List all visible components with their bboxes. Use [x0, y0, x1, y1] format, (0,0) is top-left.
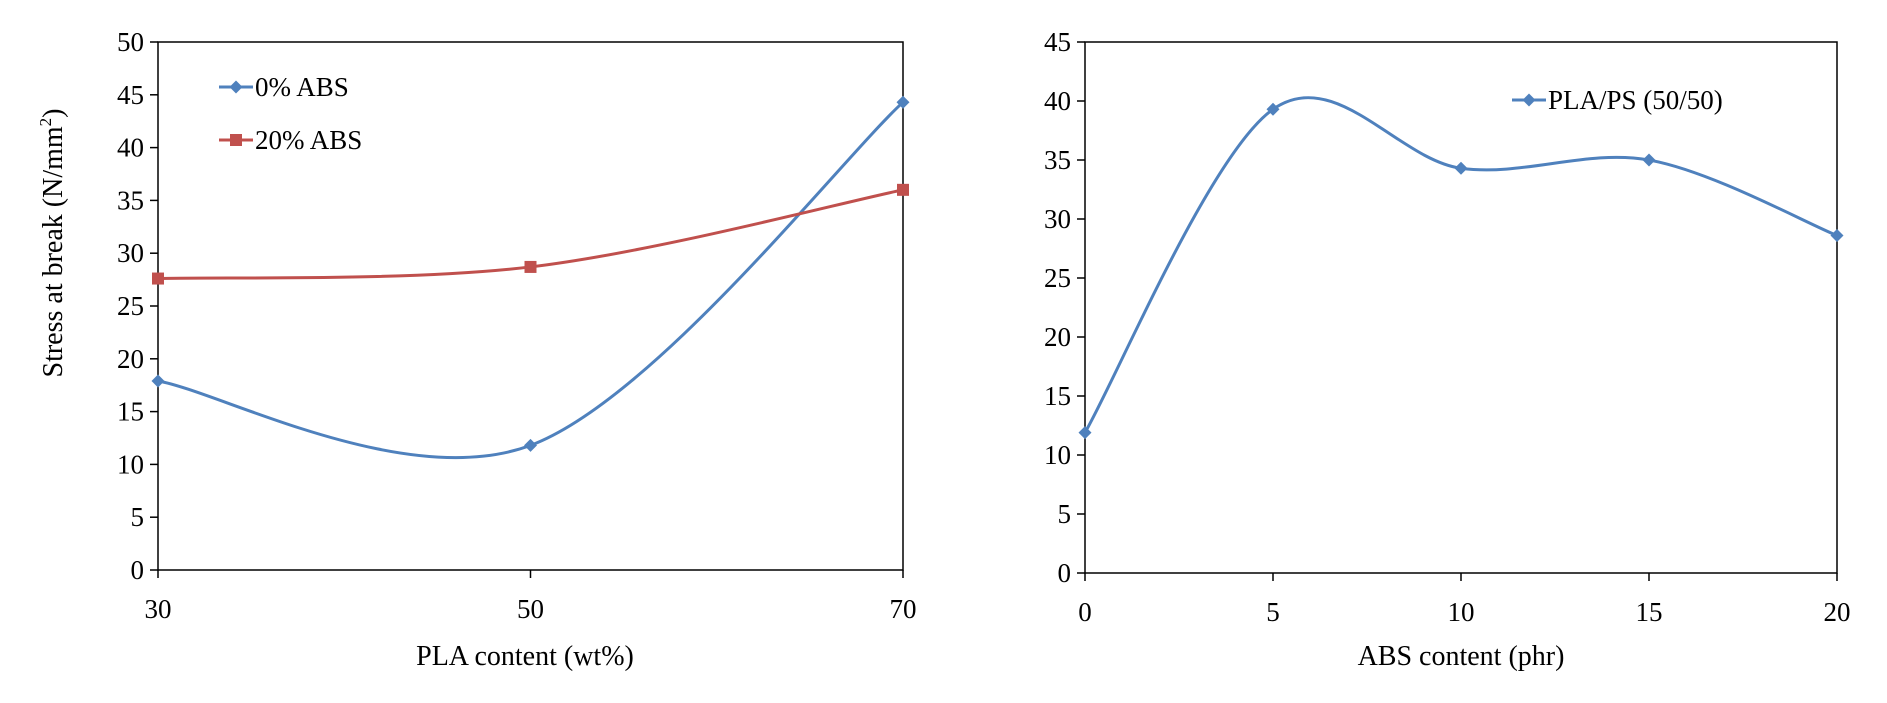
chart1-x-tick-label: 50 — [517, 594, 544, 624]
chart1-x-tick-label: 70 — [890, 594, 917, 624]
chart2-y-tick-label: 10 — [1044, 440, 1071, 470]
chart1-y-tick-label: 0 — [131, 555, 145, 585]
chart1-data-point — [896, 95, 910, 109]
chart2-data-point — [1642, 153, 1656, 167]
chart2-y-tick-label: 40 — [1044, 86, 1071, 116]
chart1-plot-frame — [157, 41, 904, 571]
chart1-y-tick-label: 5 — [131, 502, 145, 532]
chart2-y-tick-label: 25 — [1044, 263, 1071, 293]
chart2-plot-frame — [1084, 41, 1838, 574]
chart1-y-tick-label: 40 — [117, 133, 144, 163]
chart1-y-axis-title: Stress at break (N/mm2) — [36, 109, 69, 378]
chart2-legend-label: PLA/PS (50/50) — [1548, 85, 1723, 115]
chart2-x-tick-label: 20 — [1824, 597, 1851, 627]
chart1-x-tick-label: 30 — [145, 594, 172, 624]
chart2-x-axis-title: ABS content (phr) — [1358, 641, 1565, 672]
chart2-y-tick-label: 0 — [1058, 558, 1072, 588]
chart1-data-point — [151, 374, 165, 388]
chart1-x-axis-title: PLA content (wt%) — [416, 641, 634, 672]
chart1-y-tick-label: 30 — [117, 238, 144, 268]
chart1-y-axis-title-superscript: 2 — [36, 118, 55, 127]
chart1-y-tick-label: 25 — [117, 291, 144, 321]
chart2-y-tick-label: 30 — [1044, 204, 1071, 234]
chart-stress-vs-abs-content: 0 5 10 15 20 25 30 35 40 45 0 5 10 15 20 PLA/PS (50/50) — [1044, 27, 1851, 627]
chart2-y-tick-label: 45 — [1044, 27, 1071, 57]
chart2-x-tick-label: 0 — [1078, 597, 1092, 627]
chart2-y-tick-label: 15 — [1044, 381, 1071, 411]
chart2-x-tick-label: 10 — [1448, 597, 1475, 627]
chart2-series-line — [1083, 96, 1838, 434]
chart2-data-point — [1078, 426, 1092, 440]
chart2-data-point — [1830, 229, 1844, 243]
chart2-data-point — [1454, 161, 1468, 175]
chart1-y-tick-label: 45 — [117, 80, 144, 110]
chart1-y-tick-label: 10 — [117, 449, 144, 479]
chart2-x-tick-label: 5 — [1266, 597, 1280, 627]
chart2-y-tick-label: 35 — [1044, 145, 1071, 175]
chart1-legend-marker — [229, 80, 243, 94]
chart1-series-line — [157, 101, 905, 460]
chart1-y-axis-title-close: ) — [38, 109, 69, 118]
chart1-data-point — [897, 183, 909, 196]
chart1-legend-label: 0% ABS — [255, 72, 349, 102]
chart1-legend-label: 20% ABS — [255, 125, 362, 155]
chart-stress-vs-pla-content: 0 5 10 15 20 25 30 35 40 45 50 30 50 70 0% ABS 20% ABS — [117, 27, 917, 624]
chart1-legend-marker — [230, 134, 242, 146]
chart1-y-tick-label: 20 — [117, 344, 144, 374]
chart1-data-point — [152, 272, 164, 285]
chart2-data-point — [1266, 102, 1280, 116]
chart1-data-point — [524, 438, 537, 452]
svg-text:Stress at break (N/mm2): Stress at break (N/mm2) — [36, 109, 69, 378]
chart2-legend-marker — [1522, 93, 1536, 107]
chart1-data-point — [524, 260, 537, 273]
chart1-y-tick-label: 15 — [117, 397, 144, 427]
chart1-y-axis-title-main: Stress at break (N/mm — [38, 126, 69, 377]
chart2-x-tick-label: 15 — [1636, 597, 1663, 627]
chart2-y-tick-label: 20 — [1044, 322, 1071, 352]
chart1-y-tick-label: 35 — [117, 185, 144, 215]
chart1-y-tick-label: 50 — [117, 27, 144, 57]
chart2-y-tick-label: 5 — [1058, 499, 1072, 529]
